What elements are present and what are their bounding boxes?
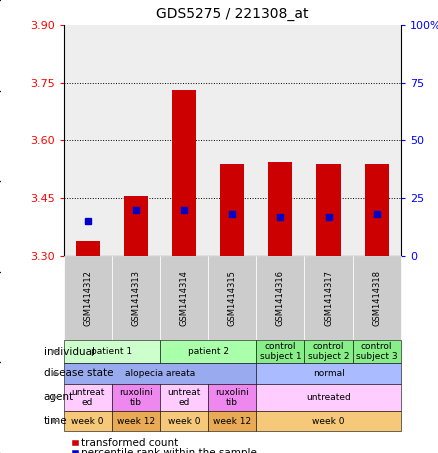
Bar (75, 241, 99, 256)
Text: time: time (44, 416, 67, 426)
Text: individual: individual (44, 347, 95, 357)
Bar (364, 164, 389, 256)
Text: control
subject 3: control subject 3 (356, 342, 398, 361)
Text: agent: agent (44, 392, 74, 402)
Bar (220, 164, 244, 256)
Text: untreat
ed: untreat ed (71, 388, 104, 407)
Text: untreat
ed: untreat ed (167, 388, 201, 407)
Text: transformed count: transformed count (81, 438, 178, 448)
Text: ruxolini
tib: ruxolini tib (119, 388, 153, 407)
Text: percentile rank within the sample: percentile rank within the sample (81, 448, 257, 453)
Text: week 0: week 0 (312, 417, 345, 425)
Text: week 12: week 12 (213, 417, 251, 425)
Text: week 12: week 12 (117, 417, 155, 425)
Text: GSM1414315: GSM1414315 (228, 270, 237, 326)
Text: GSM1414318: GSM1414318 (372, 270, 381, 326)
Bar (268, 162, 293, 256)
Text: GSM1414316: GSM1414316 (276, 270, 285, 326)
Bar (316, 164, 341, 256)
Text: control
subject 2: control subject 2 (308, 342, 349, 361)
Text: control
subject 1: control subject 1 (259, 342, 301, 361)
Text: normal: normal (313, 369, 344, 378)
Text: GSM1414314: GSM1414314 (180, 270, 188, 326)
Text: GSM1414317: GSM1414317 (324, 270, 333, 326)
Title: GDS5275 / 221308_at: GDS5275 / 221308_at (156, 7, 308, 21)
Text: GSM1414312: GSM1414312 (83, 270, 92, 326)
Text: disease state: disease state (44, 368, 113, 379)
Bar (124, 196, 148, 256)
Text: patient 1: patient 1 (91, 347, 132, 356)
Text: patient 2: patient 2 (187, 347, 229, 356)
Text: week 0: week 0 (168, 417, 200, 425)
Text: untreated: untreated (306, 393, 351, 402)
Text: week 0: week 0 (71, 417, 104, 425)
Text: ruxolini
tib: ruxolini tib (215, 388, 249, 407)
Text: alopecia areata: alopecia areata (125, 369, 195, 378)
Bar (172, 90, 196, 256)
Text: GSM1414313: GSM1414313 (131, 270, 140, 326)
